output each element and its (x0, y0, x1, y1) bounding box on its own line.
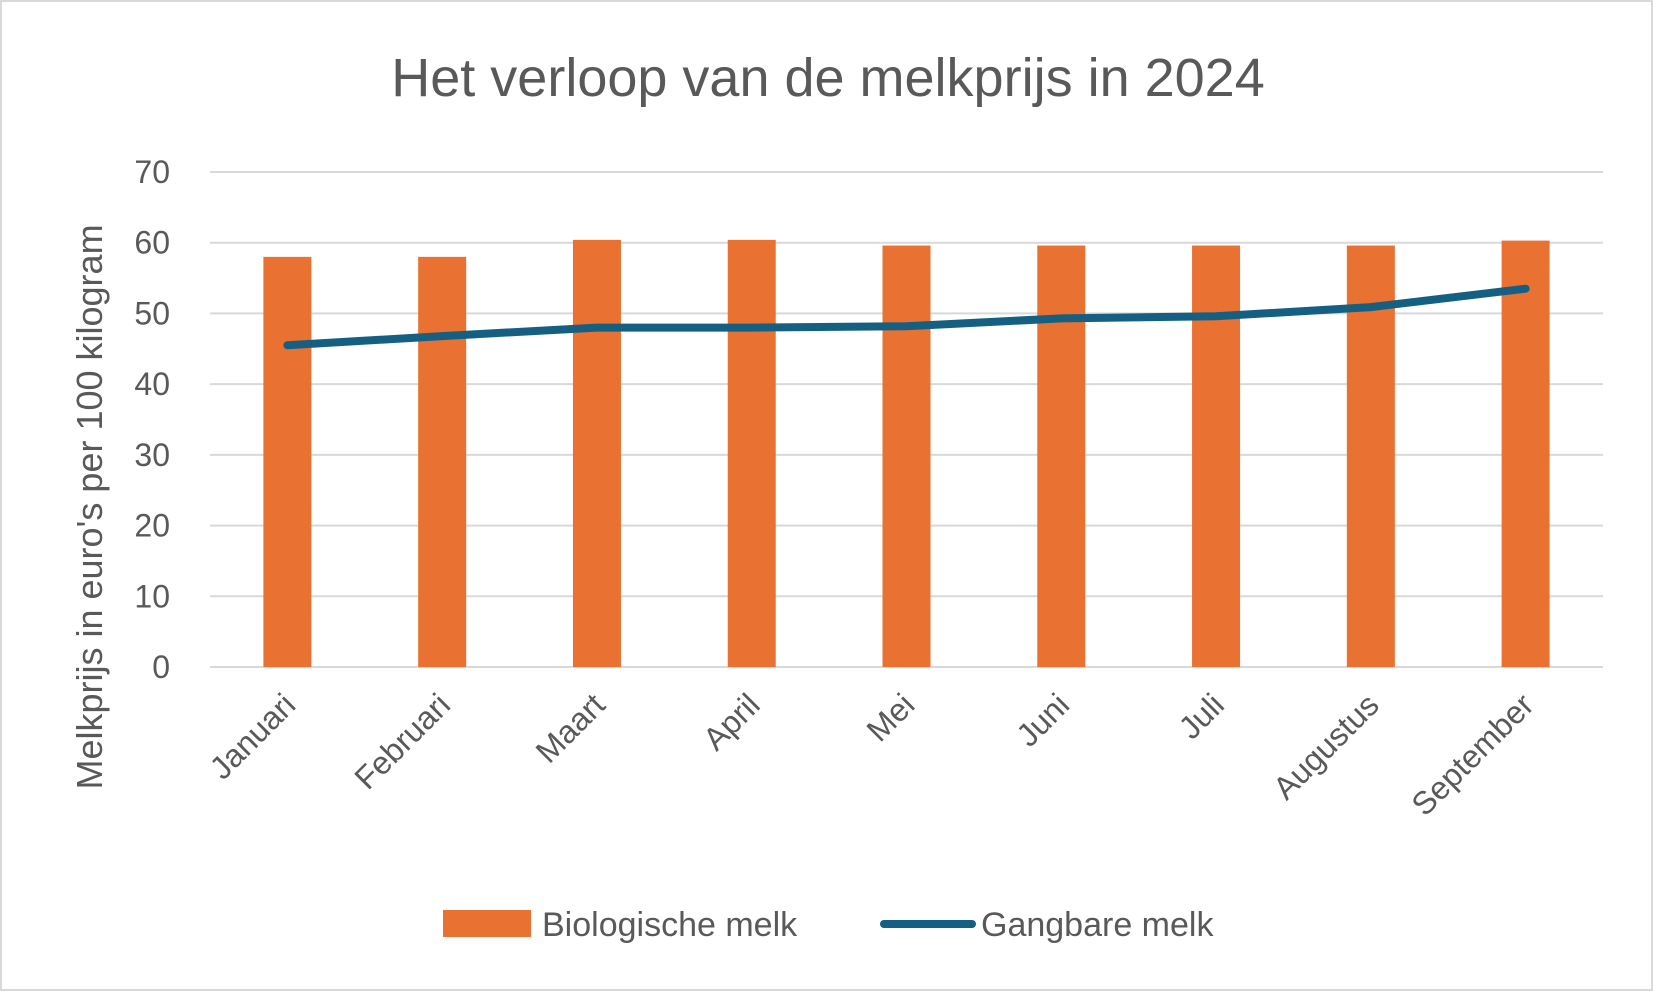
y-axis-label: Melkprijs in euro's per 100 kilogram (69, 224, 110, 789)
y-tick-label: 20 (134, 508, 170, 544)
x-axis-ticks: Januari Februari Maart April Mei Juni Juli Augu… (203, 686, 1541, 822)
y-axis-ticks: 0 10 20 30 40 50 60 70 (134, 154, 170, 685)
bar (1192, 245, 1241, 668)
y-tick-label: 50 (134, 295, 170, 331)
legend-label-gangbare-melk: Gangbare melk (981, 906, 1214, 944)
bar (882, 245, 931, 668)
x-tick-label: Maart (529, 686, 612, 769)
bar (727, 239, 776, 667)
y-tick-label: 0 (152, 649, 170, 685)
line-series (283, 284, 1530, 350)
x-tick-label: Mei (860, 686, 922, 748)
x-tick-label: Februari (347, 686, 457, 796)
bar (1501, 240, 1550, 668)
bar (263, 256, 312, 667)
legend-label-biologische-melk: Biologische melk (542, 906, 798, 944)
y-tick-label: 70 (134, 154, 170, 190)
bar-series (263, 239, 1550, 668)
y-tick-label: 10 (134, 578, 170, 614)
x-tick-label: Augustus (1266, 686, 1386, 806)
x-tick-label: September (1404, 686, 1540, 822)
bar (418, 256, 467, 667)
y-tick-label: 40 (134, 366, 170, 402)
bar (1037, 245, 1086, 668)
y-tick-label: 30 (134, 437, 170, 473)
legend-swatch-biologische-melk (443, 910, 531, 937)
legend: Biologische melk Gangbare melk (443, 906, 1214, 944)
bar (572, 239, 621, 667)
x-tick-label: Januari (203, 686, 303, 786)
y-tick-label: 60 (134, 225, 170, 261)
x-tick-label: Juli (1172, 686, 1231, 745)
x-tick-label: Juni (1009, 686, 1076, 753)
x-tick-label: April (696, 686, 767, 757)
bar (1346, 245, 1395, 668)
line-series-path (283, 284, 1530, 350)
chart-title: Het verloop van de melkprijs in 2024 (391, 48, 1264, 108)
